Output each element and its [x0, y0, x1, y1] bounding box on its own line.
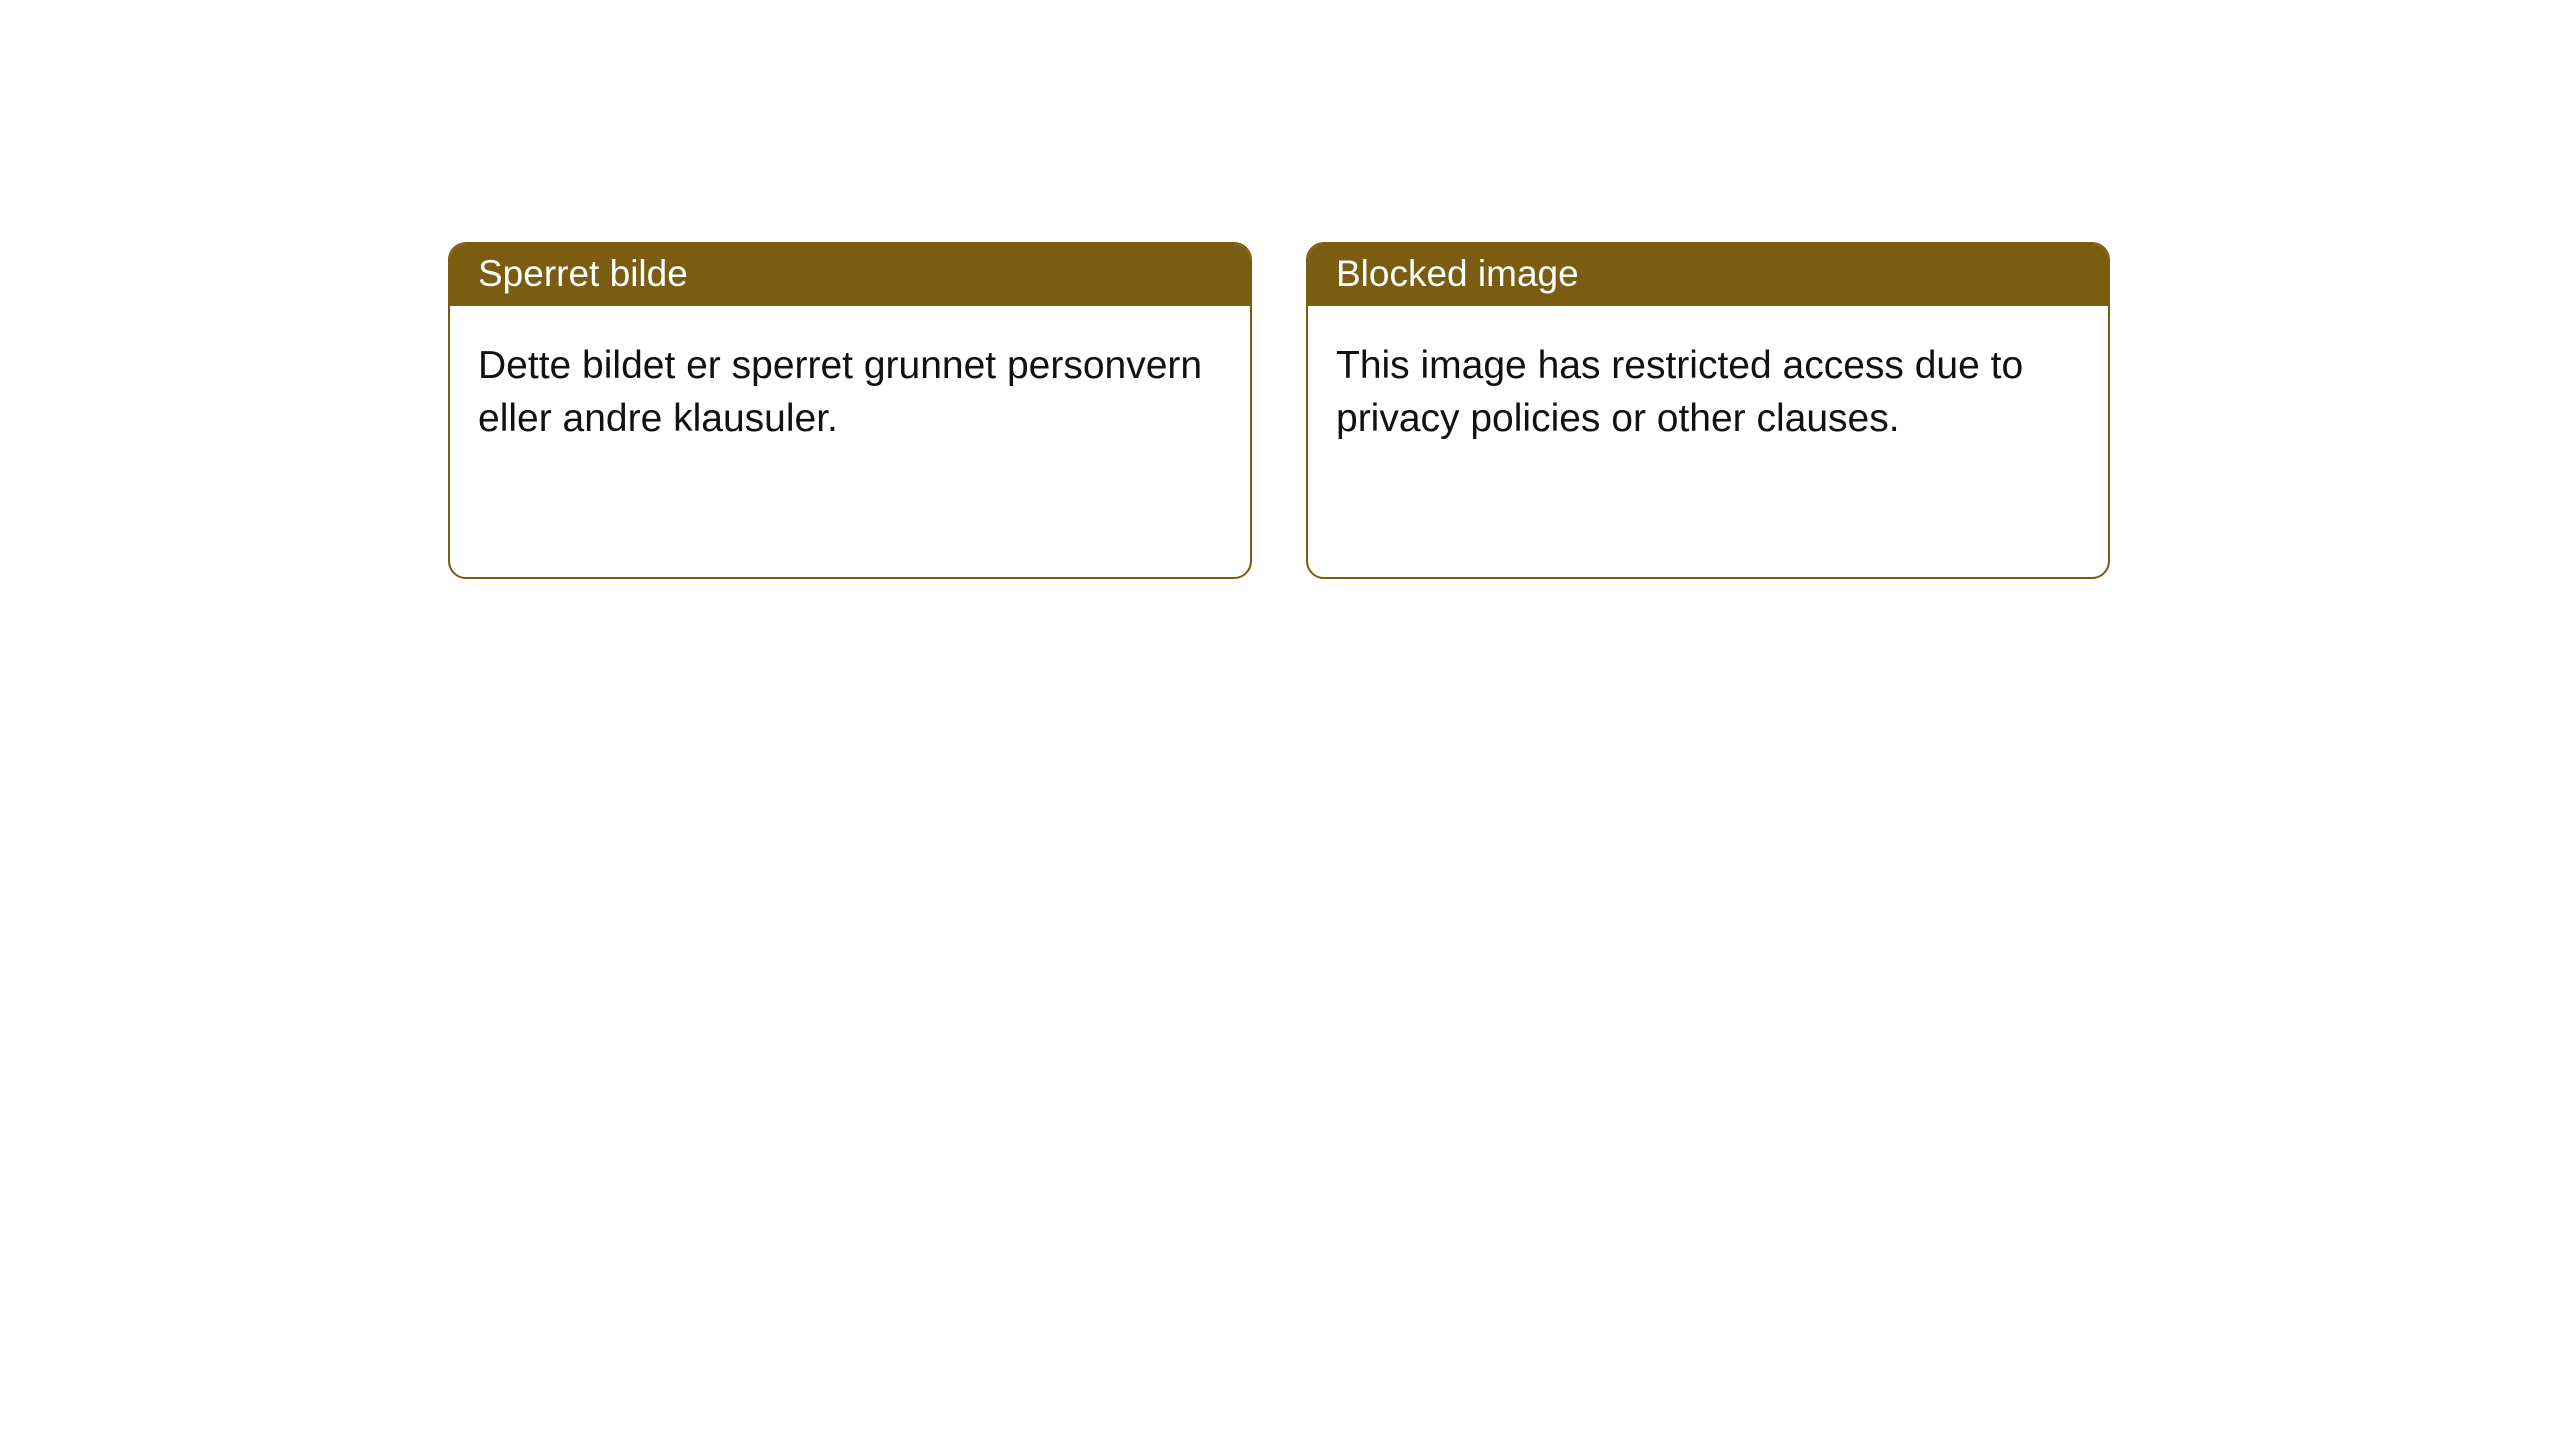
notice-card-norwegian: Sperret bilde Dette bildet er sperret gr… [448, 242, 1252, 579]
notice-container: Sperret bilde Dette bildet er sperret gr… [0, 0, 2560, 579]
notice-card-english: Blocked image This image has restricted … [1306, 242, 2110, 579]
notice-header: Sperret bilde [450, 244, 1250, 306]
notice-header: Blocked image [1308, 244, 2108, 306]
notice-body: This image has restricted access due to … [1308, 306, 2108, 479]
notice-body: Dette bildet er sperret grunnet personve… [450, 306, 1250, 479]
